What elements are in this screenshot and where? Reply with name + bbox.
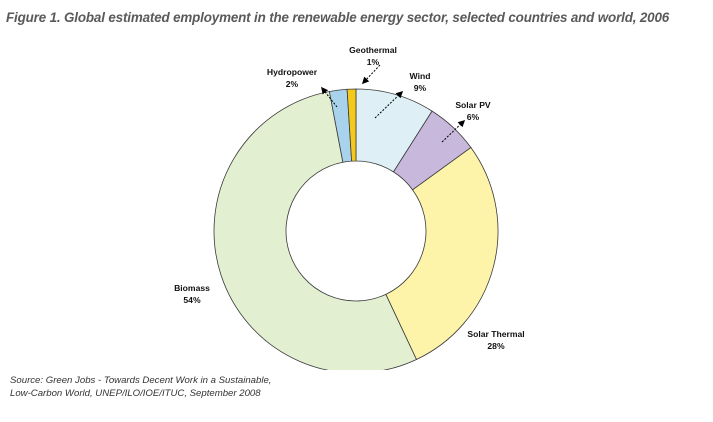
leader-arrows-group [321,64,466,143]
leader-arrow-wind [374,90,404,119]
leader-arrow-solar-pv [441,119,466,143]
label-hydropower-name: Hydropower [267,67,318,77]
label-solar-thermal-value: 28% [487,341,505,351]
label-biomass-value: 54% [183,295,201,305]
slices-group [213,88,499,370]
label-biomass: Biomass 54% [174,283,210,305]
leader-arrow-hydropower [321,86,338,108]
label-wind: Wind 9% [410,71,431,93]
label-geothermal-name: Geothermal [349,45,397,55]
label-geothermal-value: 1% [367,57,380,67]
label-solar-pv: Solar PV 6% [455,100,491,122]
label-wind-value: 9% [414,83,427,93]
donut-chart: Wind 9% Solar PV 6% Solar Thermal 28% Biomass 5… [174,45,525,370]
source-note: Source: Green Jobs - Towards Decent Work… [10,375,272,399]
slice-biomass [213,91,417,370]
label-solar-pv-name: Solar PV [455,100,491,110]
label-geothermal: Geothermal 1% [349,45,397,67]
slice-geothermal [346,88,357,162]
labels-group: Wind 9% Solar PV 6% Solar Thermal 28% Biomass 5… [174,45,525,351]
label-hydropower-value: 2% [286,79,299,89]
label-solar-pv-value: 6% [467,112,480,122]
figure-title: Figure 1. Global estimated employment in… [6,10,670,25]
label-hydropower: Hydropower 2% [267,67,318,89]
label-biomass-name: Biomass [174,283,210,293]
leader-arrow-geothermal [361,64,381,85]
label-solar-thermal: Solar Thermal 28% [467,329,524,351]
label-solar-thermal-name: Solar Thermal [467,329,524,339]
label-wind-name: Wind [410,71,431,81]
slice-solar-thermal [385,146,499,361]
